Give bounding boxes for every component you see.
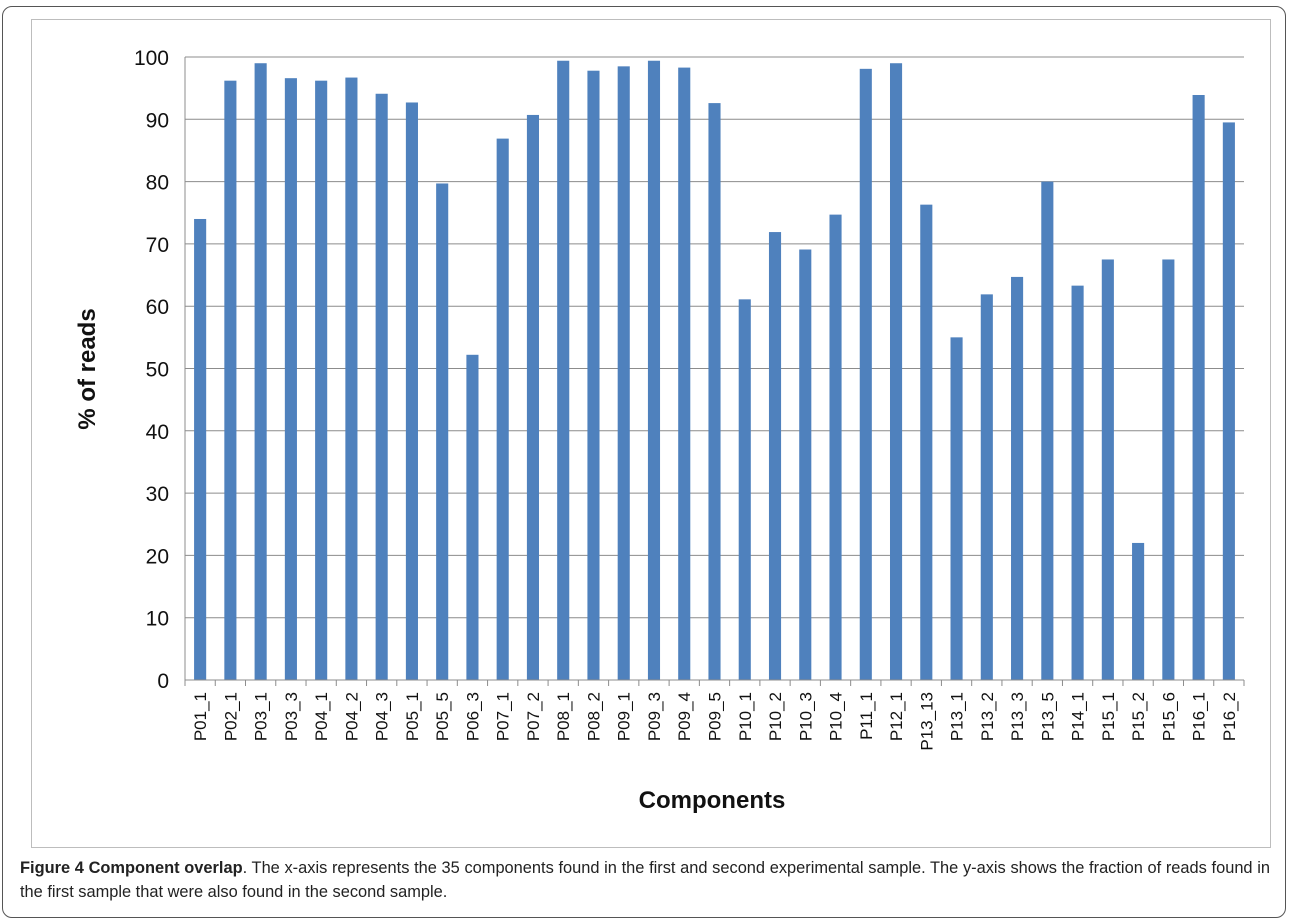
figure-frame <box>2 6 1286 918</box>
x-tick-label: P14_1 <box>1069 692 1088 741</box>
x-tick-label: P07_2 <box>524 692 543 741</box>
y-tick-label: 50 <box>146 359 169 382</box>
x-tick-label: P04_1 <box>312 692 331 741</box>
y-tick-label: 70 <box>146 234 169 257</box>
bar-P04_3 <box>375 93 388 680</box>
y-axis-label: % of reads <box>74 308 101 429</box>
bar-P09_4 <box>678 67 691 680</box>
x-tick-label: P13_3 <box>1008 692 1027 741</box>
x-tick-label: P03_1 <box>252 692 271 741</box>
bar-P15_6 <box>1162 259 1175 680</box>
y-tick-label: 40 <box>146 421 169 444</box>
x-tick-label: P10_4 <box>827 692 846 741</box>
x-tick-label: P15_2 <box>1129 692 1148 741</box>
x-tick-label: P08_1 <box>554 692 573 741</box>
bar-P16_2 <box>1222 122 1235 681</box>
bar-P08_2 <box>587 70 600 681</box>
bar-P04_1 <box>315 80 328 680</box>
x-tick-label: P09_5 <box>706 692 725 741</box>
bar-P07_2 <box>526 114 540 680</box>
y-tick-label: 20 <box>146 545 169 568</box>
x-tick-label: P05_5 <box>433 692 452 741</box>
bar-P10_4 <box>829 214 842 680</box>
x-tick-label: P12_1 <box>887 692 906 741</box>
bar-P05_1 <box>405 102 418 680</box>
caption-label: Figure 4 Component overlap <box>20 859 243 877</box>
axes <box>184 57 1245 686</box>
x-tick-label: P13_13 <box>917 692 936 751</box>
x-tick-label: P09_3 <box>645 692 664 741</box>
bars <box>194 60 1235 681</box>
bar-P13_1 <box>950 337 963 680</box>
y-tick-label: 0 <box>157 670 169 693</box>
bar-P16_1 <box>1192 95 1205 681</box>
x-tick-label: P02_1 <box>221 692 240 741</box>
bar-P10_2 <box>768 232 782 681</box>
bar-P07_1 <box>496 138 509 680</box>
bar-P03_3 <box>284 78 297 680</box>
x-tick-label: P07_1 <box>494 692 513 741</box>
x-tick-label: P09_4 <box>675 692 694 741</box>
y-tick-label: 10 <box>146 608 169 631</box>
bar-P10_3 <box>799 249 812 680</box>
bar-P01_1 <box>194 218 207 681</box>
bar-P03_1 <box>254 63 267 681</box>
bar-P04_2 <box>345 77 358 680</box>
x-tick-label: P15_1 <box>1099 692 1118 741</box>
x-tick-label: P16_2 <box>1220 692 1239 741</box>
caption-text: . The x-axis represents the 35 component… <box>20 859 1270 901</box>
x-tick-label: P05_1 <box>403 692 422 741</box>
x-tick-label: P10_2 <box>766 692 785 741</box>
x-tick-label: P13_1 <box>948 692 967 741</box>
bar-P13_5 <box>1041 181 1054 680</box>
x-tick-label: P15_6 <box>1159 692 1178 741</box>
chart-area: 0 10 20 30 40 50 60 70 80 90 100 P01_1 P02_1 P03_1 P0… <box>31 19 1271 848</box>
y-tick-label: 30 <box>146 483 169 506</box>
bar-P08_1 <box>557 60 570 681</box>
x-tick-label: P04_2 <box>342 692 361 741</box>
bar-P09_3 <box>647 60 661 681</box>
bar-P05_5 <box>436 183 449 680</box>
bar-P15_2 <box>1132 542 1145 680</box>
y-tick-label: 100 <box>134 47 169 70</box>
bar-P13_3 <box>1011 276 1024 680</box>
x-tick-label: P01_1 <box>191 692 210 741</box>
y-tick-labels: 0 10 20 30 40 50 60 70 80 90 100 <box>134 47 169 693</box>
x-tick-label: P13_2 <box>978 692 997 741</box>
x-tick-labels: P01_1 P02_1 P03_1 P03_3 P04_1 P04_2 P04_3 P05_1… <box>191 692 1239 751</box>
bar-P11_1 <box>859 68 872 680</box>
x-tick-label: P13_5 <box>1038 692 1057 741</box>
bar-P13_13 <box>920 204 933 680</box>
x-tick-label: P10_3 <box>796 692 815 741</box>
bar-P10_1 <box>738 299 751 680</box>
x-tick-label: P03_3 <box>282 692 301 741</box>
x-tick-label: P10_1 <box>736 692 755 741</box>
bar-P09_1 <box>617 66 630 681</box>
x-axis-label: Components <box>639 787 786 814</box>
y-tick-label: 80 <box>146 172 169 195</box>
x-tick-label: P11_1 <box>857 692 876 740</box>
bar-P06_3 <box>466 354 479 680</box>
x-tick-label: P09_1 <box>615 692 634 741</box>
bar-P15_1 <box>1101 259 1114 680</box>
bar-P02_1 <box>224 80 237 680</box>
bar-P14_1 <box>1071 285 1084 680</box>
y-tick-label: 90 <box>146 109 169 132</box>
bar-P12_1 <box>889 63 903 681</box>
y-tick-label: 60 <box>146 296 169 319</box>
figure-caption: Figure 4 Component overlap. The x-axis r… <box>20 856 1270 904</box>
bar-P09_5 <box>708 103 721 681</box>
x-tick-label: P04_3 <box>373 692 392 741</box>
x-tick-label: P08_2 <box>584 692 603 741</box>
x-tick-label: P06_3 <box>463 692 482 741</box>
x-tick-label: P16_1 <box>1190 692 1209 741</box>
bar-P13_2 <box>980 294 993 680</box>
